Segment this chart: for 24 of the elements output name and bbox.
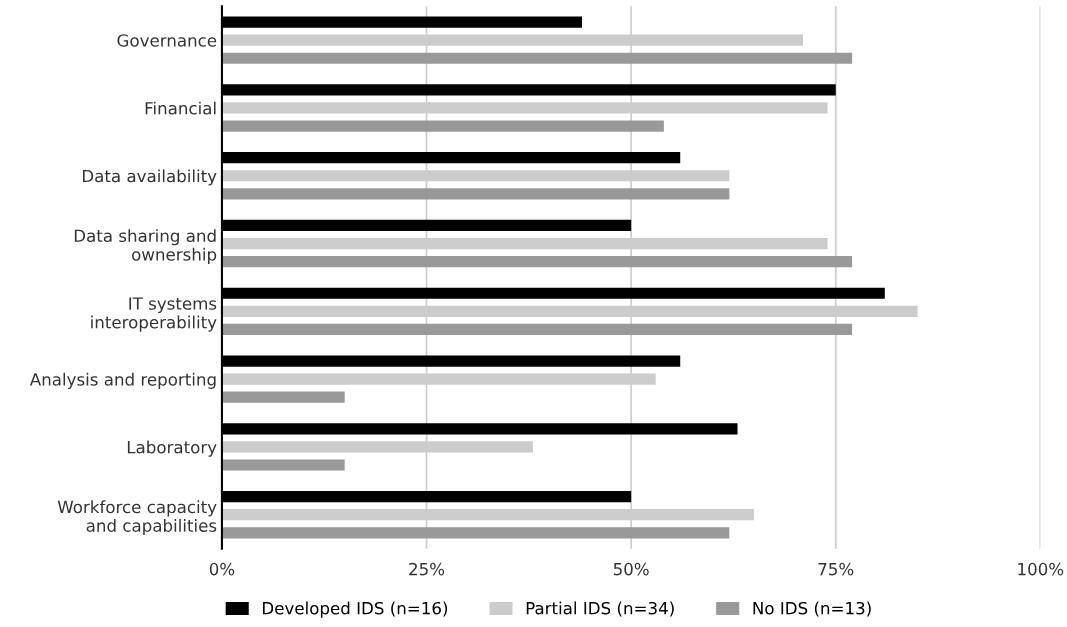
bar: [221, 527, 730, 539]
bar: [221, 120, 664, 132]
y-tick-label: Data availability: [82, 169, 217, 186]
x-tick-label: 50%: [613, 562, 649, 576]
bar: [221, 52, 853, 64]
bar: [221, 323, 853, 336]
bar: [221, 256, 853, 268]
y-tick-label: Data sharing and ownership: [74, 229, 217, 264]
y-tick-label: IT systems interoperability: [91, 297, 217, 332]
x-tick-label: 0%: [209, 562, 235, 576]
x-tick-label: 75%: [818, 562, 854, 576]
bar: [221, 188, 730, 200]
bar: [221, 459, 345, 471]
x-tick-label: 25%: [409, 562, 445, 576]
y-tick-label: Financial: [145, 101, 216, 115]
y-tick-label: Workforce capacity and capabilities: [57, 500, 217, 536]
legend-label: No IDS (n=13): [753, 601, 871, 617]
y-tick-label: Governance: [117, 34, 217, 47]
legend-label: Partial IDS (n=34): [526, 601, 674, 617]
y-tick-label: Analysis and reporting: [29, 372, 216, 389]
legend-label: Developed IDS (n=16): [263, 601, 448, 618]
y-tick-label: Laboratory: [127, 440, 217, 457]
bar: [221, 391, 345, 403]
x-tick-label: 100%: [1018, 562, 1064, 576]
